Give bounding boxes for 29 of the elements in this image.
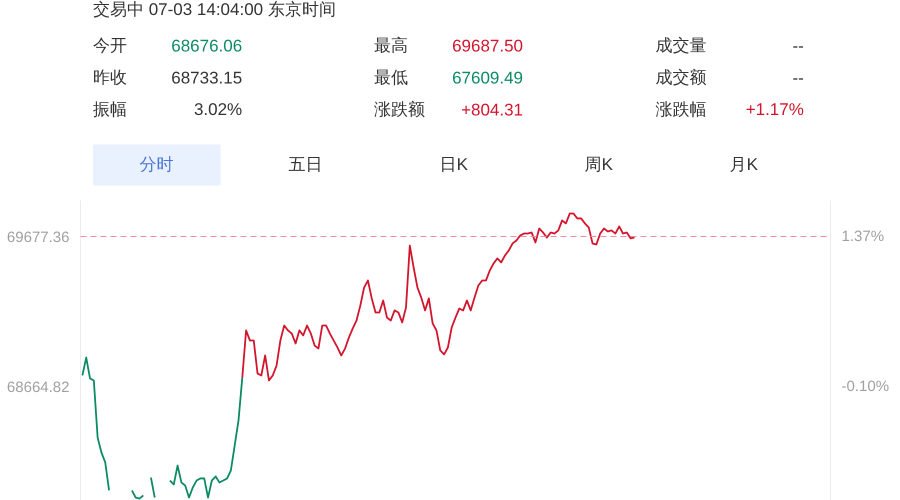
y-tick-label: 69677.36: [6, 228, 70, 246]
text: 今开: [93, 36, 127, 55]
text: 68733.15: [171, 68, 242, 88]
y2-tick-label: -0.10%: [842, 378, 890, 395]
text: 69687.50: [452, 36, 523, 56]
text: 最高: [374, 36, 408, 55]
text: 成交量: [656, 36, 706, 55]
text: 月K: [730, 155, 759, 174]
line-series: [241, 212, 636, 382]
text: 3.02%: [194, 100, 242, 119]
text: +804.31: [461, 100, 524, 120]
text: 涨跌额: [374, 100, 425, 119]
y2-tick-label: 1.37%: [842, 228, 884, 245]
text: --: [792, 68, 804, 88]
text: 五日: [288, 155, 322, 174]
text: 分时: [139, 155, 174, 174]
text: --: [792, 36, 804, 56]
text: 68676.06: [171, 36, 242, 56]
text: 日K: [440, 155, 469, 174]
text: 67609.49: [452, 68, 523, 88]
text: 成交额: [656, 68, 706, 87]
y-tick-label: 68664.82: [6, 378, 70, 396]
text: 昨收: [93, 68, 127, 87]
text: 交易中 07-03 14:04:00 东京时间: [93, 0, 336, 19]
text: 涨跌幅: [656, 100, 706, 119]
text: 周K: [584, 155, 614, 174]
text: 振幅: [93, 100, 127, 119]
text: 最低: [374, 68, 408, 87]
text: +1.17%: [746, 100, 804, 119]
